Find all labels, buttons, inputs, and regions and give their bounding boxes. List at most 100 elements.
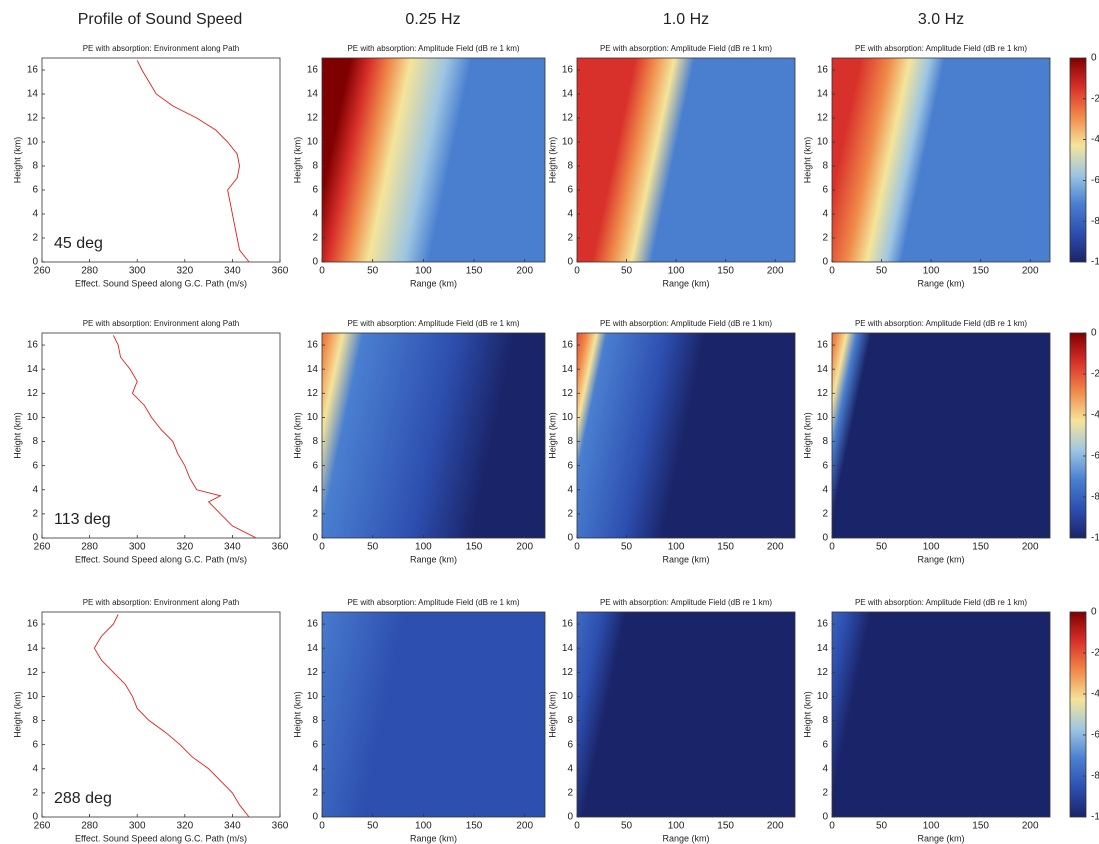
y-tick-label: 2 — [312, 509, 318, 520]
x-axis-label: Range (km) — [410, 554, 457, 564]
y-tick-label: 14 — [817, 643, 829, 654]
colorbar — [1069, 57, 1087, 263]
y-tick-label: 10 — [562, 137, 574, 148]
y-tick-label: 12 — [307, 667, 319, 678]
panel-title: PE with absorption: Environment along Pa… — [83, 598, 240, 607]
axes-frame — [576, 611, 796, 818]
y-tick-label: 14 — [817, 364, 829, 375]
axes-frame — [41, 611, 281, 818]
x-tick-label: 100 — [923, 266, 940, 277]
x-tick-label: 280 — [81, 542, 98, 553]
x-tick-label: 50 — [621, 266, 633, 277]
panel-title: PE with absorption: Amplitude Field (dB … — [600, 598, 772, 607]
amplitude-field — [577, 333, 795, 538]
x-tick-label: 0 — [574, 266, 580, 277]
y-tick-label: 16 — [307, 65, 319, 76]
y-axis-label: Height (km) — [292, 412, 302, 459]
y-tick-label: 12 — [817, 388, 829, 399]
colorbar-tick-label: -20 — [1091, 369, 1099, 380]
y-tick-label: 0 — [312, 533, 318, 544]
x-tick-label: 200 — [1022, 266, 1039, 277]
y-tick-label: 6 — [822, 739, 828, 750]
x-tick-label: 280 — [81, 266, 98, 277]
colorbar-tick-label: -60 — [1091, 730, 1099, 741]
x-axis-label: Range (km) — [917, 278, 964, 288]
x-tick-label: 340 — [224, 266, 241, 277]
x-tick-label: 340 — [224, 821, 241, 832]
y-tick-label: 8 — [32, 436, 38, 447]
x-tick-label: 340 — [224, 542, 241, 553]
y-tick-label: 12 — [562, 113, 574, 124]
y-tick-label: 12 — [817, 113, 829, 124]
x-tick-label: 100 — [668, 542, 685, 553]
panel-title: PE with absorption: Amplitude Field (dB … — [855, 319, 1027, 328]
x-tick-label: 200 — [767, 821, 784, 832]
y-tick-label: 0 — [822, 257, 828, 268]
y-tick-label: 16 — [307, 340, 319, 351]
x-tick-label: 0 — [829, 542, 835, 553]
y-tick-label: 12 — [562, 667, 574, 678]
panel-title: PE with absorption: Amplitude Field (dB … — [855, 598, 1027, 607]
y-tick-label: 10 — [307, 137, 319, 148]
y-tick-label: 6 — [567, 185, 573, 196]
x-tick-label: 100 — [415, 542, 432, 553]
x-axis-label: Range (km) — [917, 554, 964, 564]
x-axis-label: Effect. Sound Speed along G.C. Path (m/s… — [75, 833, 247, 843]
y-tick-label: 14 — [307, 643, 319, 654]
y-axis-label: Height (km) — [292, 137, 302, 184]
x-tick-label: 200 — [516, 266, 533, 277]
x-tick-label: 100 — [923, 542, 940, 553]
x-tick-label: 0 — [319, 542, 325, 553]
y-tick-label: 4 — [312, 209, 318, 220]
x-tick-label: 150 — [717, 821, 734, 832]
x-tick-label: 50 — [876, 821, 888, 832]
y-tick-label: 0 — [822, 812, 828, 823]
y-tick-label: 0 — [32, 257, 38, 268]
x-tick-label: 200 — [767, 266, 784, 277]
y-tick-label: 8 — [312, 161, 318, 172]
x-tick-label: 200 — [516, 542, 533, 553]
y-tick-label: 10 — [817, 691, 829, 702]
y-tick-label: 14 — [307, 89, 319, 100]
y-tick-label: 0 — [567, 812, 573, 823]
x-tick-label: 320 — [176, 821, 193, 832]
y-tick-label: 6 — [32, 460, 38, 471]
y-tick-label: 14 — [27, 89, 39, 100]
y-tick-label: 4 — [567, 209, 573, 220]
y-tick-label: 4 — [32, 763, 38, 774]
panel-annotation: 45 deg — [54, 235, 103, 252]
plot-background — [42, 612, 280, 817]
y-axis-label: Height (km) — [802, 412, 812, 459]
y-tick-label: 6 — [32, 739, 38, 750]
y-tick-label: 8 — [32, 715, 38, 726]
colorbar — [1069, 332, 1087, 539]
y-tick-label: 12 — [27, 667, 39, 678]
y-tick-label: 10 — [307, 691, 319, 702]
y-tick-label: 2 — [567, 788, 573, 799]
x-tick-label: 0 — [574, 542, 580, 553]
x-tick-label: 150 — [972, 542, 989, 553]
y-tick-label: 2 — [567, 509, 573, 520]
y-tick-label: 6 — [567, 460, 573, 471]
x-tick-label: 260 — [34, 542, 51, 553]
x-tick-label: 150 — [466, 266, 483, 277]
y-tick-label: 4 — [822, 763, 828, 774]
y-tick-label: 16 — [562, 619, 574, 630]
y-tick-label: 14 — [562, 364, 574, 375]
x-tick-label: 300 — [129, 542, 146, 553]
x-tick-label: 260 — [34, 821, 51, 832]
y-tick-label: 14 — [27, 643, 39, 654]
axes-frame — [576, 332, 796, 539]
x-tick-label: 200 — [1022, 821, 1039, 832]
y-tick-label: 0 — [822, 533, 828, 544]
profile-line — [136, 60, 250, 263]
x-tick-label: 300 — [129, 266, 146, 277]
y-tick-label: 10 — [562, 691, 574, 702]
y-tick-label: 8 — [822, 161, 828, 172]
y-tick-label: 14 — [562, 643, 574, 654]
x-axis-label: Range (km) — [410, 833, 457, 843]
y-axis-label: Height (km) — [12, 137, 22, 184]
colorbar-tick-label: -20 — [1091, 648, 1099, 659]
y-tick-label: 14 — [307, 364, 319, 375]
y-tick-label: 2 — [822, 788, 828, 799]
